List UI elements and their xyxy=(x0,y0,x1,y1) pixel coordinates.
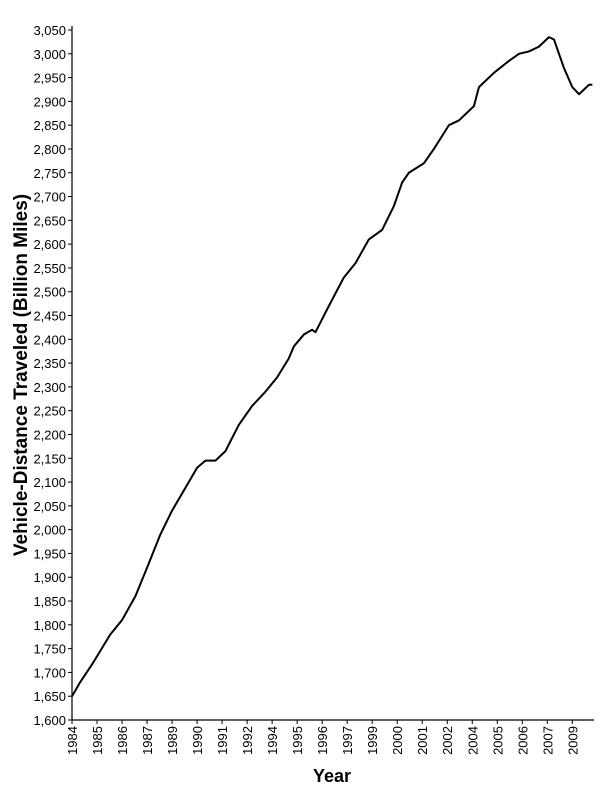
y-tick-label: 2,450 xyxy=(33,309,66,324)
y-tick-label: 2,750 xyxy=(33,166,66,181)
x-tick-label: 2009 xyxy=(565,726,580,755)
x-tick-label: 1992 xyxy=(240,726,255,755)
y-tick-label: 2,200 xyxy=(33,427,66,442)
y-tick-label: 1,600 xyxy=(33,713,66,728)
y-tick-label: 1,950 xyxy=(33,546,66,561)
x-tick-label: 1996 xyxy=(315,726,330,755)
x-tick-label: 1999 xyxy=(365,726,380,755)
y-tick-label: 2,400 xyxy=(33,332,66,347)
x-axis-label: Year xyxy=(313,766,351,786)
x-tick-label: 1997 xyxy=(340,726,355,755)
y-tick-label: 1,650 xyxy=(33,689,66,704)
y-tick-label: 2,850 xyxy=(33,118,66,133)
y-tick-label: 1,850 xyxy=(33,594,66,609)
y-tick-label: 2,250 xyxy=(33,404,66,419)
x-tick-label: 1989 xyxy=(165,726,180,755)
y-tick-label: 2,600 xyxy=(33,237,66,252)
x-tick-label: 1985 xyxy=(90,726,105,755)
x-tick-label: 2004 xyxy=(465,726,480,755)
x-tick-label: 2002 xyxy=(440,726,455,755)
data-line xyxy=(71,36,593,697)
y-tick-label: 3,050 xyxy=(33,23,66,38)
y-tick-label: 2,900 xyxy=(33,94,66,109)
y-tick-label: 2,700 xyxy=(33,190,66,205)
x-tick-label: 1994 xyxy=(265,726,280,755)
y-tick-label: 2,300 xyxy=(33,380,66,395)
x-tick-label: 1995 xyxy=(290,726,305,755)
y-tick-label: 2,000 xyxy=(33,523,66,538)
x-tick-label: 1990 xyxy=(190,726,205,755)
x-tick-label: 2005 xyxy=(490,726,505,755)
x-tick-label: 1987 xyxy=(140,726,155,755)
x-tick-label: 2001 xyxy=(415,726,430,755)
x-tick-label: 2006 xyxy=(515,726,530,755)
x-tick-label: 1984 xyxy=(65,726,80,755)
y-tick-label: 2,050 xyxy=(33,499,66,514)
y-tick-label: 2,550 xyxy=(33,261,66,276)
y-tick-label: 1,700 xyxy=(33,665,66,680)
y-tick-label: 2,100 xyxy=(33,475,66,490)
y-tick-label: 1,800 xyxy=(33,618,66,633)
x-tick-label: 1991 xyxy=(215,726,230,755)
x-tick-label: 2007 xyxy=(540,726,555,755)
y-tick-label: 1,900 xyxy=(33,570,66,585)
y-tick-label: 2,500 xyxy=(33,285,66,300)
y-tick-label: 1,750 xyxy=(33,642,66,657)
y-tick-label: 2,800 xyxy=(33,142,66,157)
x-tick-label: 2000 xyxy=(390,726,405,755)
y-tick-label: 2,950 xyxy=(33,71,66,86)
x-tick-label: 1986 xyxy=(115,726,130,755)
y-axis-label: Vehicle-Distance Traveled (Billion Miles… xyxy=(11,194,32,556)
y-tick-label: 2,350 xyxy=(33,356,66,371)
y-tick-label: 2,150 xyxy=(33,451,66,466)
y-tick-label: 2,650 xyxy=(33,213,66,228)
y-tick-label: 3,000 xyxy=(33,47,66,62)
